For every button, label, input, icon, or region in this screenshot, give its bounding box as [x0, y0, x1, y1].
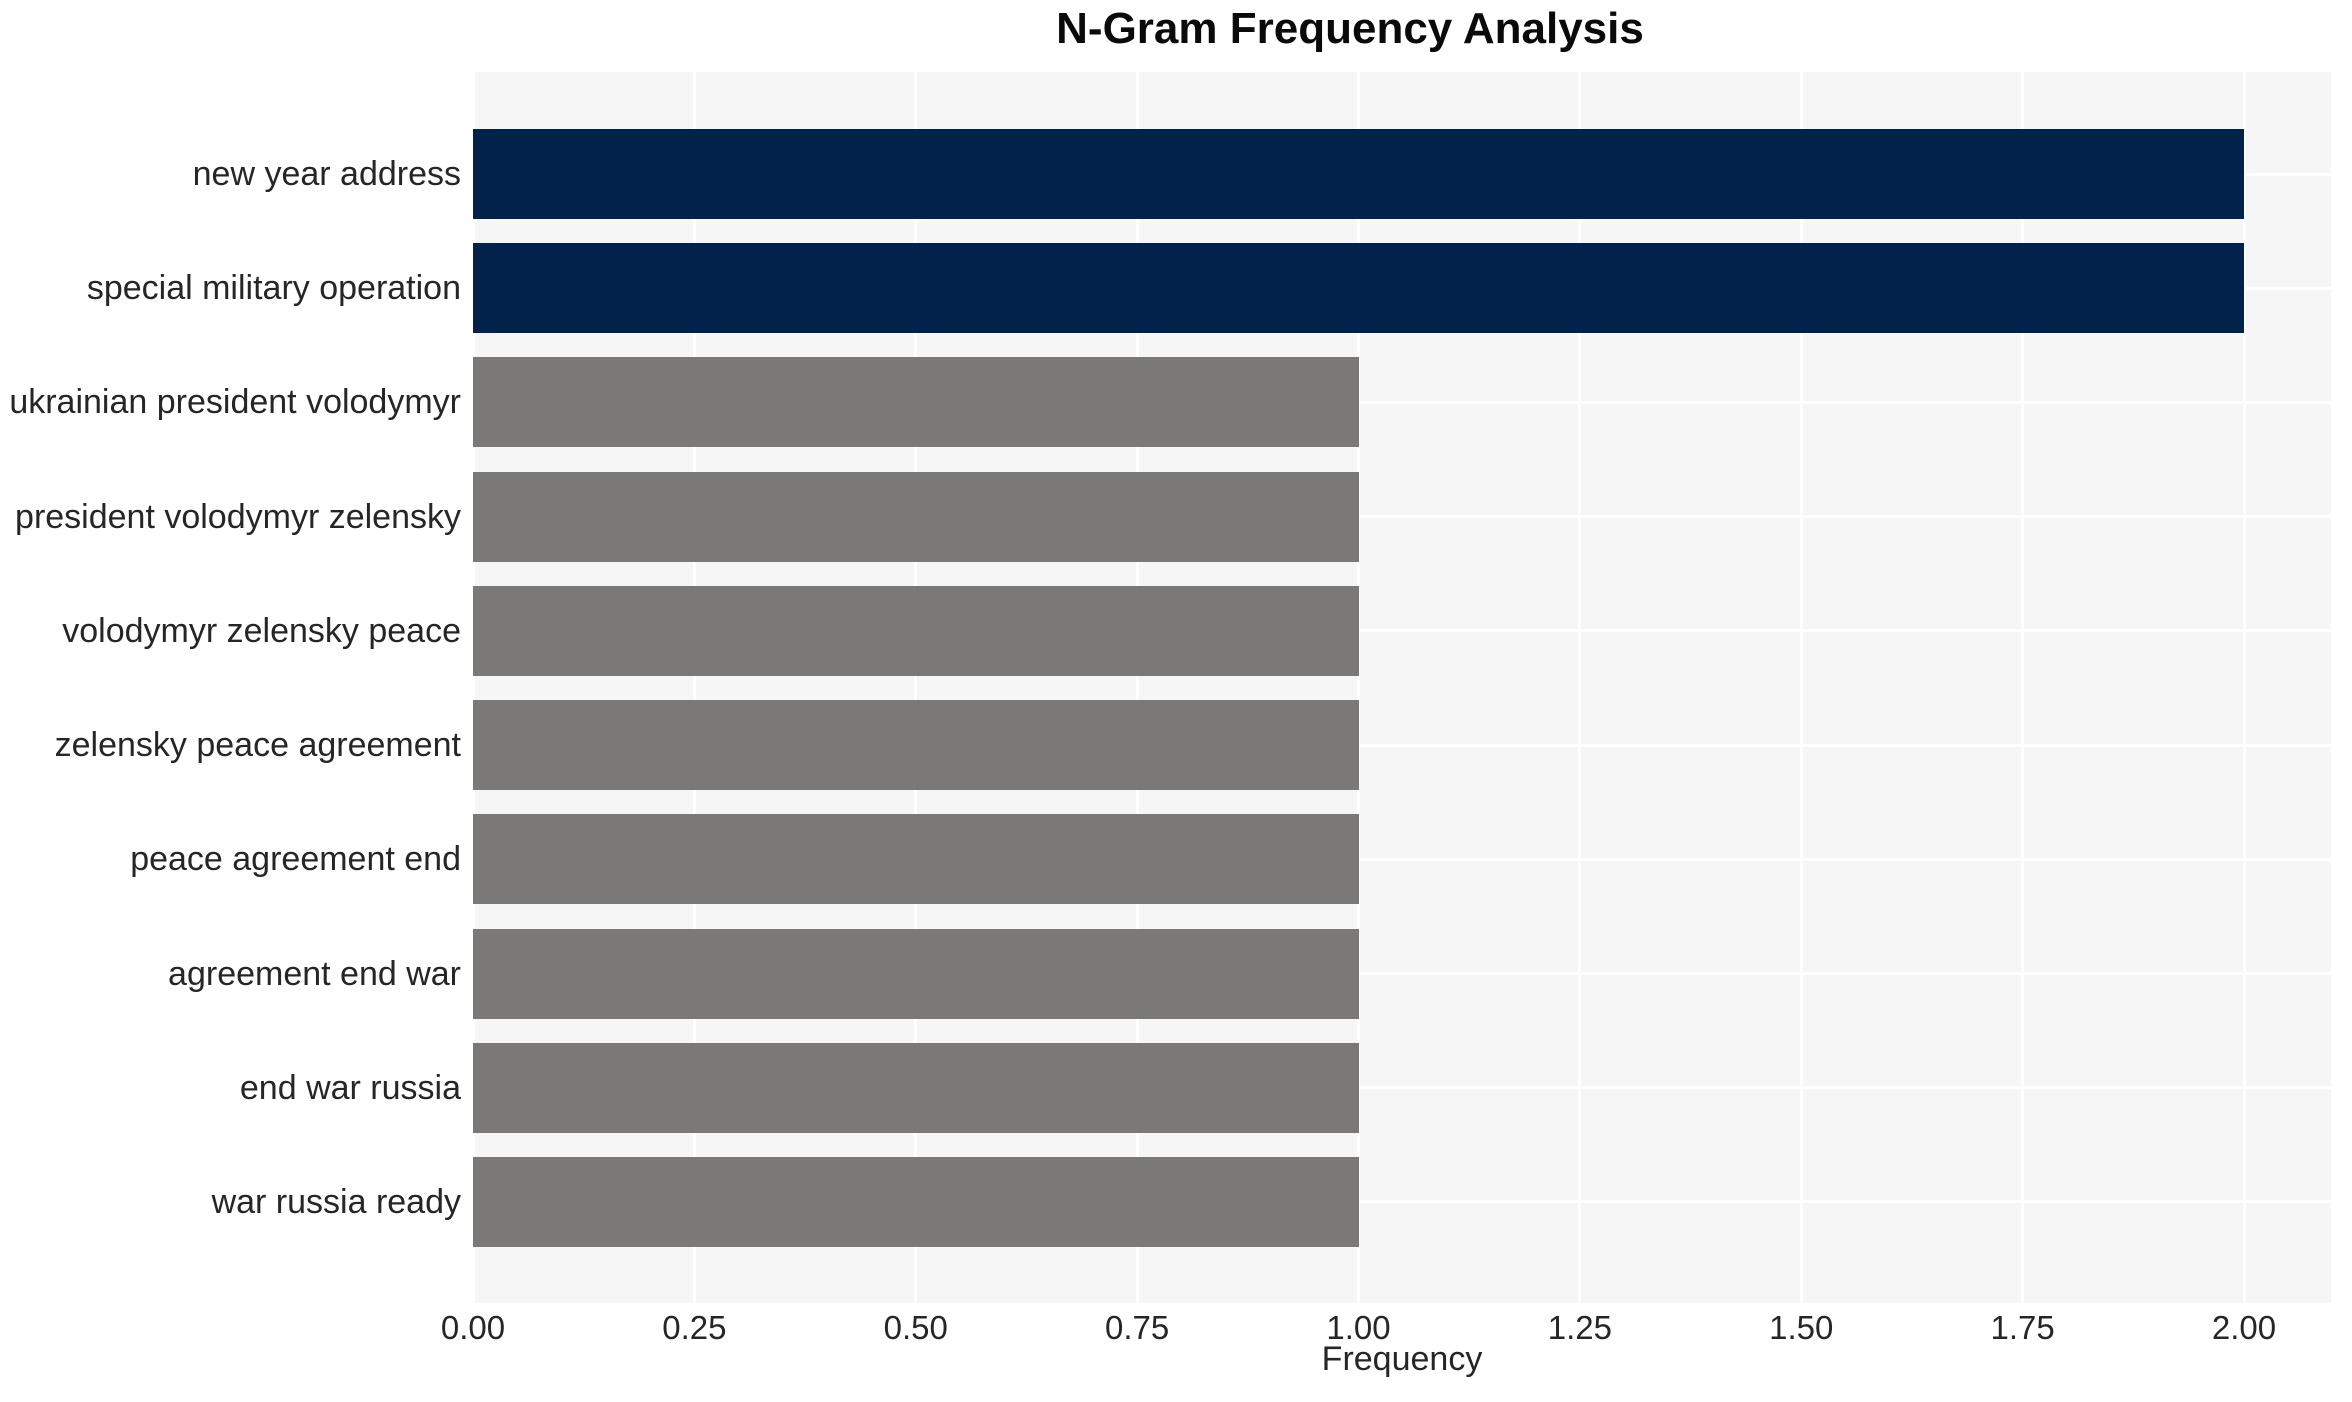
horizontal-gridline	[473, 743, 2331, 747]
chart-title: N-Gram Frequency Analysis	[1056, 4, 1644, 53]
x-axis-label: Frequency	[1321, 1340, 1483, 1378]
y-tick-label: new year address	[192, 155, 461, 193]
vertical-gridline	[1135, 72, 1139, 1303]
horizontal-gridline	[473, 972, 2331, 976]
bar	[473, 814, 1359, 905]
y-tick-label: ukrainian president volodymyr	[9, 383, 461, 422]
y-tick-label: end war russia	[239, 1068, 461, 1107]
vertical-gridline	[2021, 72, 2025, 1303]
bar	[473, 357, 1359, 448]
y-tick-label: war russia ready	[211, 1182, 461, 1221]
x-tick-label: 1.50	[1769, 1309, 1834, 1346]
y-tick-label: special military operation	[86, 269, 461, 308]
vertical-gridline	[1578, 72, 1582, 1303]
vertical-gridline	[1357, 72, 1360, 1303]
y-tick-label: volodymyr zelensky peace	[62, 611, 461, 650]
plot-area	[471, 72, 2331, 1303]
bar	[473, 928, 1359, 1019]
vertical-gridline	[1799, 72, 1803, 1303]
y-tick-label: president volodymyr zelensky	[15, 497, 461, 536]
horizontal-gridline	[473, 629, 2331, 633]
bar	[473, 129, 2244, 219]
horizontal-gridline	[473, 515, 2331, 519]
vertical-gridline	[2242, 72, 2246, 1303]
bar	[473, 1042, 1359, 1133]
y-tick-label: peace agreement end	[130, 840, 461, 879]
x-tick-label: 0.75	[1105, 1309, 1170, 1346]
x-tick-label: 1.25	[1547, 1309, 1612, 1346]
bar	[473, 585, 1359, 676]
vertical-gridline	[692, 72, 696, 1303]
y-tick-label: agreement end war	[168, 954, 461, 993]
x-tick-label: 0.25	[662, 1309, 727, 1346]
y-tick-label: zelensky peace agreement	[54, 726, 461, 765]
horizontal-gridline	[473, 1200, 2331, 1204]
x-tick-label: 2.00	[2211, 1309, 2277, 1346]
vertical-gridline	[914, 72, 918, 1303]
horizontal-gridline	[473, 857, 2331, 861]
x-tick-label: 0.50	[883, 1309, 948, 1346]
bar	[473, 243, 2244, 334]
x-tick-label: 0.00	[440, 1309, 506, 1346]
x-tick-label: 1.00	[1326, 1309, 1391, 1346]
bar	[473, 471, 1359, 562]
horizontal-gridline	[473, 400, 2331, 404]
bar	[473, 1156, 1359, 1247]
vertical-gridline	[471, 72, 475, 1303]
x-tick-label: 1.75	[1990, 1309, 2055, 1346]
bar	[473, 700, 1359, 791]
horizontal-gridline	[473, 1086, 2331, 1090]
